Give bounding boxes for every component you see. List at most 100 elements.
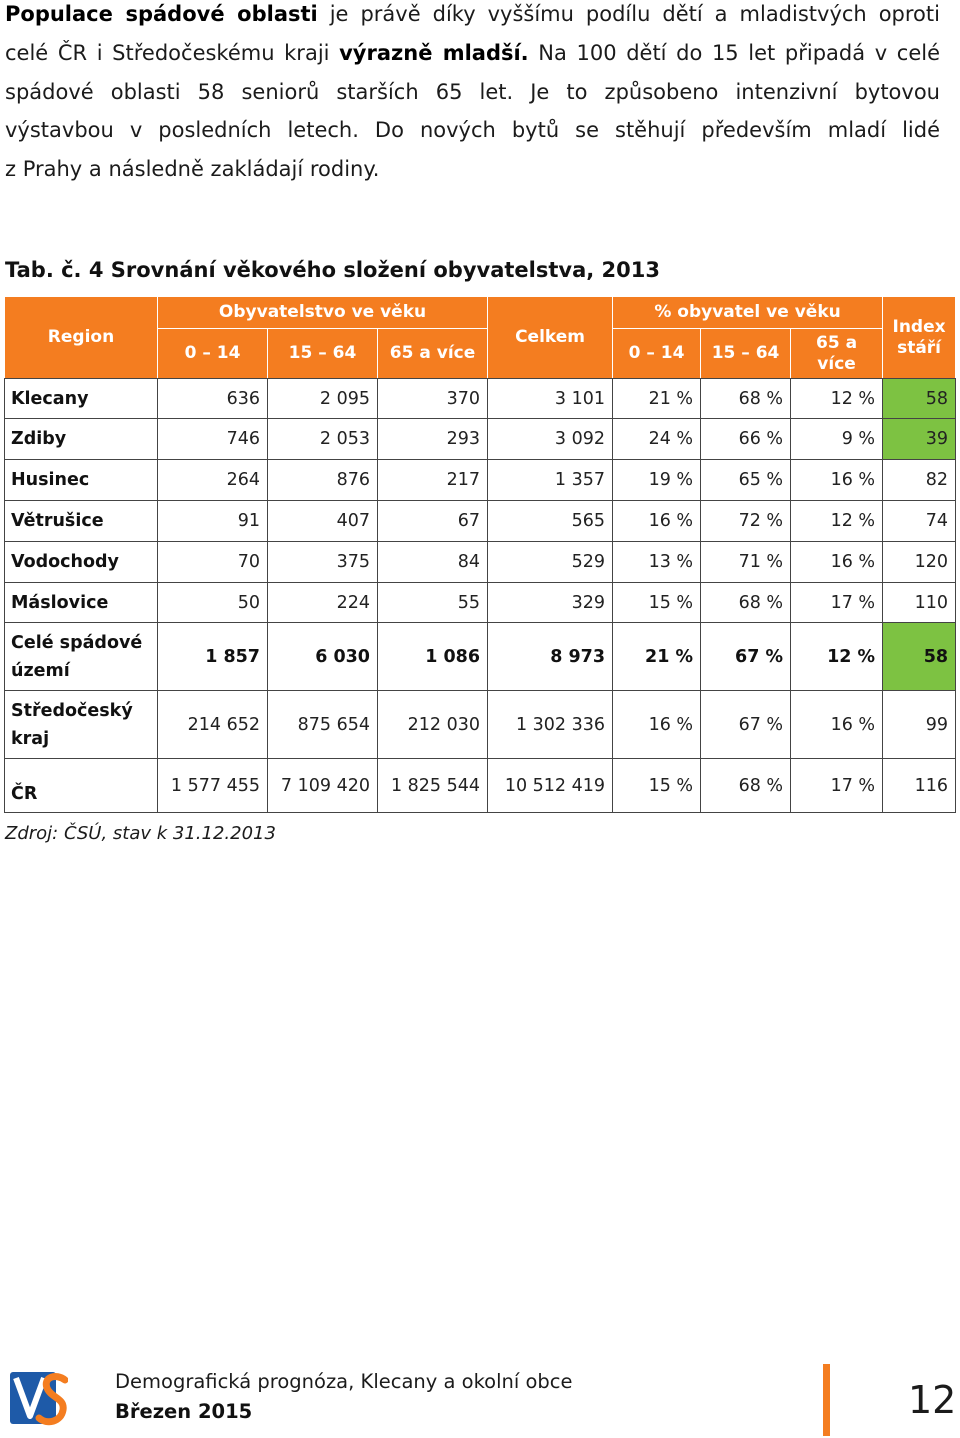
pct-0-14: 13 % [612, 541, 702, 583]
table-header: Region Obyvatelstvo ve věku Celkem % oby… [4, 296, 957, 379]
table-row: Máslovice 50 224 55 329 15 % 68 % 17 % 1… [4, 582, 957, 623]
pct-0-14: 24 % [612, 418, 702, 460]
pop-total: 3 092 [487, 418, 614, 460]
logo-letter-s [35, 1373, 68, 1426]
region-name: Větrušice [4, 500, 158, 542]
pct-65-plus: 17 % [790, 758, 884, 813]
header-total: Celkem [487, 296, 614, 379]
table-row: Zdiby 746 2 053 293 3 092 24 % 66 % 9 % … [4, 418, 957, 460]
pop-15-64: 6 030 [267, 622, 378, 691]
vs-logo [10, 1372, 68, 1426]
pct-65-plus: 16 % [790, 541, 884, 583]
pop-0-14: 1 857 [157, 622, 268, 691]
aging-index: 116 [882, 758, 957, 813]
pop-65-plus: 84 [376, 541, 489, 583]
pop-65-plus: 370 [376, 378, 489, 419]
pct-15-64: 72 % [700, 500, 792, 542]
region-name: Husinec [4, 459, 158, 501]
intro-line: spádové oblasti 58 seniorů starších 65 l… [5, 79, 940, 104]
pct-65-plus: 9 % [790, 418, 884, 460]
header-pct-0-14: 0 – 14 [612, 328, 702, 379]
table-row: Husinec 264 876 217 1 357 19 % 65 % 16 %… [4, 459, 957, 501]
intro-emphasis: výrazně mladší. [339, 40, 529, 65]
table-row-summary: Celé spádové území 1 857 6 030 1 086 8 9… [4, 622, 957, 691]
pct-15-64: 65 % [700, 459, 792, 501]
pop-total: 1 357 [487, 459, 614, 501]
table-caption: Tab. č. 4 Srovnání věkového složení obyv… [5, 258, 660, 282]
intro-text: celé ČR i Středočeskému kraji [5, 40, 340, 65]
pct-0-14: 15 % [612, 758, 702, 813]
table-row: Vodochody 70 375 84 529 13 % 71 % 16 % 1… [4, 541, 957, 583]
pct-15-64: 68 % [700, 582, 792, 623]
pop-0-14: 1 577 455 [157, 758, 268, 813]
pop-0-14: 91 [157, 500, 268, 542]
pop-0-14: 746 [157, 418, 268, 460]
intro-line: z Prahy a následně zakládají rodiny. [5, 157, 380, 182]
aging-index: 74 [882, 500, 957, 542]
pop-65-plus: 1 086 [376, 622, 489, 691]
pop-65-plus: 212 030 [376, 690, 489, 759]
footer-date: Březen 2015 [115, 1400, 253, 1423]
aging-index: 99 [882, 690, 957, 759]
region-name: Středočeský kraj [4, 690, 158, 759]
pct-65-plus: 16 % [790, 459, 884, 501]
pct-15-64: 71 % [700, 541, 792, 583]
logo-letter-v [13, 1376, 47, 1419]
pop-0-14: 214 652 [157, 690, 268, 759]
pct-65-plus: 17 % [790, 582, 884, 623]
intro-text: je právě díky vyššímu podílu dětí a mlad… [317, 2, 940, 26]
pop-0-14: 264 [157, 459, 268, 501]
aging-index: 58 [882, 622, 957, 691]
pct-0-14: 16 % [612, 500, 702, 542]
aging-index: 120 [882, 541, 957, 583]
aging-index: 39 [882, 418, 957, 460]
pop-15-64: 876 [267, 459, 378, 501]
intro-emphasis: Populace spádové oblasti [5, 2, 318, 26]
pop-total: 1 302 336 [487, 690, 614, 759]
pop-0-14: 636 [157, 378, 268, 419]
table-row: Větrušice 91 407 67 565 16 % 72 % 12 % 7… [4, 500, 957, 542]
pct-15-64: 67 % [700, 690, 792, 759]
region-name: Klecany [4, 378, 158, 419]
intro-line: celé ČR i Středočeskému kraji výrazně ml… [5, 34, 940, 73]
header-pop-65-plus: 65 a více [376, 328, 489, 379]
region-name: ČR [4, 758, 158, 813]
pop-15-64: 7 109 420 [267, 758, 378, 813]
table-row: Klecany 636 2 095 370 3 101 21 % 68 % 12… [4, 378, 957, 419]
intro-line: výstavbou v posledních letech. Do nových… [5, 118, 940, 143]
pop-0-14: 50 [157, 582, 268, 623]
region-name: Máslovice [4, 582, 158, 623]
pop-total: 10 512 419 [487, 758, 614, 813]
table-row: Středočeský kraj 214 652 875 654 212 030… [4, 690, 957, 759]
pct-15-64: 68 % [700, 378, 792, 419]
pct-0-14: 21 % [612, 378, 702, 419]
header-percent-group: % obyvatel ve věku [612, 296, 884, 329]
table-body: Klecany 636 2 095 370 3 101 21 % 68 % 12… [4, 378, 957, 813]
header-pct-15-64: 15 – 64 [700, 328, 792, 379]
table-source-note: Zdroj: ČSÚ, stav k 31.12.2013 [5, 823, 276, 844]
region-name: Vodochody [4, 541, 158, 583]
page-number: 12 [908, 1378, 957, 1422]
pop-total: 8 973 [487, 622, 614, 691]
pop-65-plus: 217 [376, 459, 489, 501]
table-row: ČR 1 577 455 7 109 420 1 825 544 10 512 … [4, 758, 957, 813]
pop-65-plus: 67 [376, 500, 489, 542]
pct-0-14: 16 % [612, 690, 702, 759]
header-pop-15-64: 15 – 64 [267, 328, 378, 379]
pop-15-64: 224 [267, 582, 378, 623]
region-name: Celé spádové území [4, 622, 158, 691]
pop-0-14: 70 [157, 541, 268, 583]
pop-total: 529 [487, 541, 614, 583]
pop-15-64: 407 [267, 500, 378, 542]
pop-65-plus: 293 [376, 418, 489, 460]
pct-65-plus: 12 % [790, 500, 884, 542]
pop-15-64: 875 654 [267, 690, 378, 759]
pct-65-plus: 12 % [790, 378, 884, 419]
pct-65-plus: 12 % [790, 622, 884, 691]
pct-15-64: 67 % [700, 622, 792, 691]
header-population-group: Obyvatelstvo ve věku [156, 296, 489, 329]
pop-65-plus: 55 [376, 582, 489, 623]
header-row: Region Obyvatelstvo ve věku Celkem % oby… [4, 296, 957, 379]
intro-paragraph: Populace spádové oblasti je právě díky v… [5, 0, 940, 189]
pct-65-plus: 16 % [790, 690, 884, 759]
